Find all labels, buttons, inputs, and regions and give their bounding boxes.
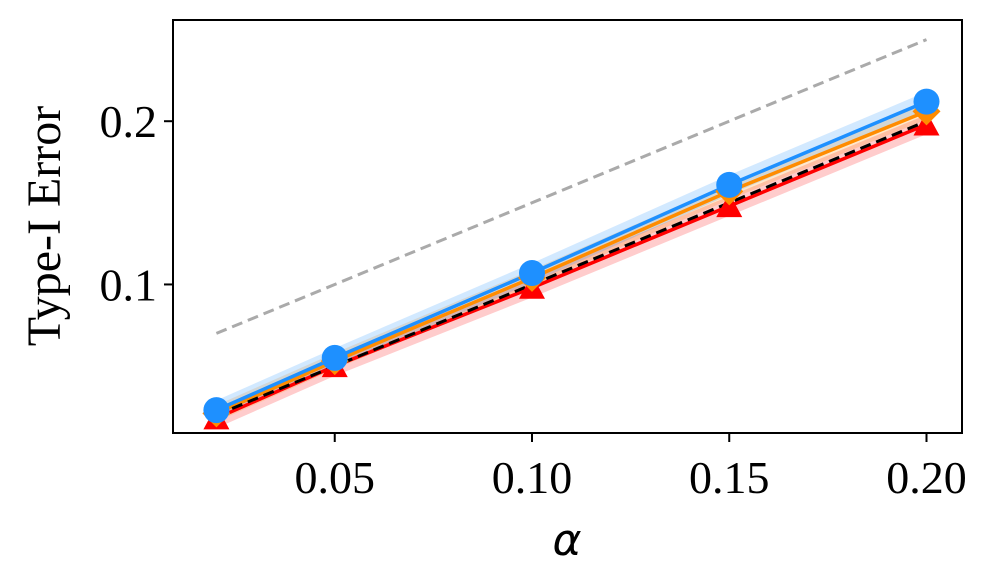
series-3-marker-2 — [518, 260, 545, 287]
series-3-marker-3 — [716, 171, 743, 198]
series-3-marker-0 — [203, 397, 230, 424]
series-0-line — [215, 38, 928, 335]
plot-frame — [172, 19, 963, 434]
y-tick-label-1: 0.2 — [100, 96, 158, 147]
x-tick-label-2: 0.15 — [689, 452, 770, 503]
x-axis-label: α — [552, 515, 581, 566]
series-3-line — [215, 99, 928, 412]
x-tick-label-0: 0.05 — [294, 452, 375, 503]
series-3-marker-4 — [913, 88, 940, 115]
y-axis-label: Type-I Error — [18, 106, 71, 347]
series-markers — [202, 88, 941, 430]
series-3-marker-1 — [321, 344, 348, 371]
x-tick-label-1: 0.10 — [492, 452, 573, 503]
y-tick-label-0: 0.1 — [100, 259, 158, 310]
x-tick-label-3: 0.20 — [886, 452, 967, 503]
axis-ticks: 0.05 0.10 0.15 0.20 0.1 0.2 — [100, 96, 967, 503]
